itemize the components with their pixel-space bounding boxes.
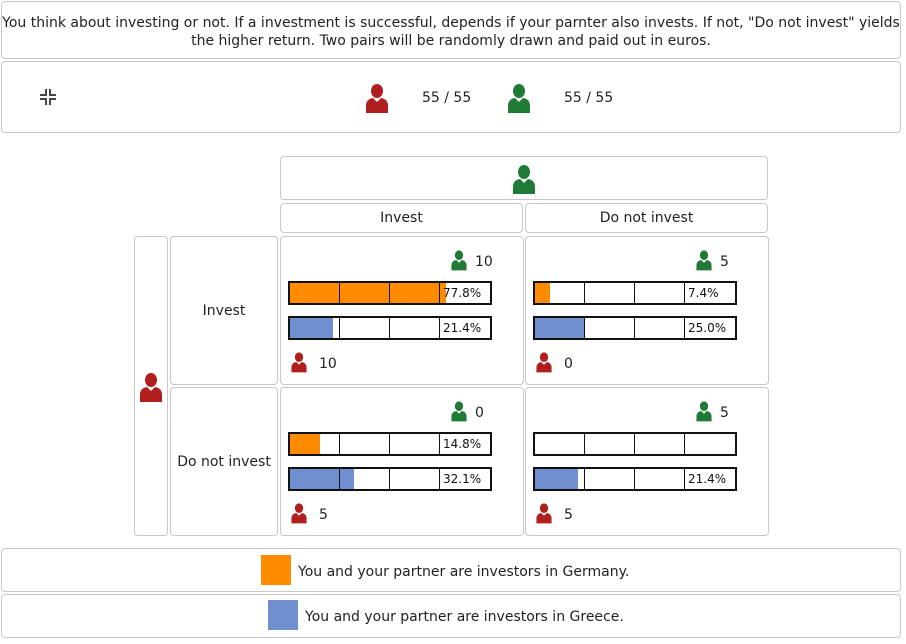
partner-payoff: 10 [475,254,493,270]
greece-share-label: 21.4% [443,321,482,335]
you-payoff: 5 [564,507,573,523]
greece-share-fill [535,469,578,489]
germany-share-bar: 7.4% [533,281,737,305]
bar-divider [584,283,585,303]
partner-progress-count: 55 / 55 [564,90,614,106]
legend-germany [1,548,901,592]
legend-greece [1,594,901,638]
greece-share-bar: 32.1% [288,467,492,491]
bar-divider [339,318,340,338]
row-label: Do not invest [177,454,271,470]
bar-divider [684,283,685,303]
bar-divider [339,434,340,454]
greece-share-bar: 21.4% [533,467,737,491]
instructions-text: You think about investing or not. If a i… [2,15,900,49]
partner-payoff: 0 [475,405,484,421]
bar-divider [684,318,685,338]
germany-share-label: 77.8% [443,286,482,300]
germany-share-bar: 14.8% [288,432,492,456]
bar-divider [439,283,440,303]
you-payoff: 0 [564,356,573,372]
bar-divider [389,434,390,454]
germany-share-fill [290,434,320,454]
cell-invest-invest[interactable]: 10 77.8% 21.4% 10 [280,236,524,385]
greece-share-bar: 25.0% [533,316,737,340]
bar-divider [339,283,340,303]
greece-share-label: 32.1% [443,472,482,486]
column-header-invest: Invest [280,203,523,233]
partner-person-icon [506,82,532,114]
cell-do-not-invest-invest[interactable]: 0 14.8% 32.1% 5 [280,387,524,536]
bar-divider [389,469,390,489]
partner-person-icon [450,249,468,271]
bar-divider [634,434,635,454]
bar-divider [439,318,440,338]
legend-germany-label: You and your partner are investors in Ge… [298,564,630,580]
you-person-icon [535,502,553,524]
partner-payoff: 5 [720,254,729,270]
you-payoff: 10 [319,356,337,372]
row-label: Invest [202,303,246,319]
bar-divider [389,283,390,303]
you-person-icon [290,351,308,373]
bar-divider [389,318,390,338]
bar-divider [439,469,440,489]
partner-person-icon [695,249,713,271]
bar-divider [584,318,585,338]
you-person-icon [535,351,553,373]
you-header [134,236,168,536]
row-header-do-not-invest: Do not invest [170,387,278,536]
greece-share-label: 21.4% [688,472,727,486]
bar-divider [684,469,685,489]
germany-color-swatch [261,555,291,585]
greece-share-bar: 21.4% [288,316,492,340]
bar-divider [339,469,340,489]
germany-share-fill [290,283,446,303]
partner-person-icon [450,400,468,422]
you-progress-count: 55 / 55 [422,90,472,106]
germany-share-bar: 77.8% [288,281,492,305]
cell-do-not-invest-do-not-invest[interactable]: 5 21.4% 5 [525,387,769,536]
bar-divider [684,434,685,454]
greece-color-swatch [268,600,298,630]
bar-divider [634,318,635,338]
greece-share-fill [290,469,354,489]
partner-person-icon [695,400,713,422]
status-bar [1,61,901,133]
cell-invest-do-not-invest[interactable]: 5 7.4% 25.0% 0 [525,236,769,385]
germany-share-label: 7.4% [688,286,719,300]
column-header-do-not-invest: Do not invest [525,203,768,233]
germany-share-fill [535,283,550,303]
partner-person-icon [511,163,537,195]
partner-payoff: 5 [720,405,729,421]
bar-divider [584,434,585,454]
legend-greece-label: You and your partner are investors in Gr… [305,609,624,625]
germany-share-label: 14.8% [443,437,482,451]
row-header-invest: Invest [170,236,278,385]
bar-divider [634,283,635,303]
column-label: Do not invest [599,210,694,226]
you-person-icon [290,502,308,524]
instructions-panel: You think about investing or not. If a i… [1,1,901,59]
collapse-arrows-icon[interactable] [35,84,61,110]
bar-divider [584,469,585,489]
bar-divider [634,469,635,489]
partner-header [280,156,768,200]
you-person-icon [138,371,164,403]
bar-divider [439,434,440,454]
greece-share-fill [290,318,333,338]
you-payoff: 5 [319,507,328,523]
germany-share-bar [533,432,737,456]
you-person-icon [364,82,390,114]
column-label: Invest [380,210,423,226]
greece-share-label: 25.0% [688,321,727,335]
germany-share-label [686,434,735,454]
greece-share-fill [535,318,585,338]
